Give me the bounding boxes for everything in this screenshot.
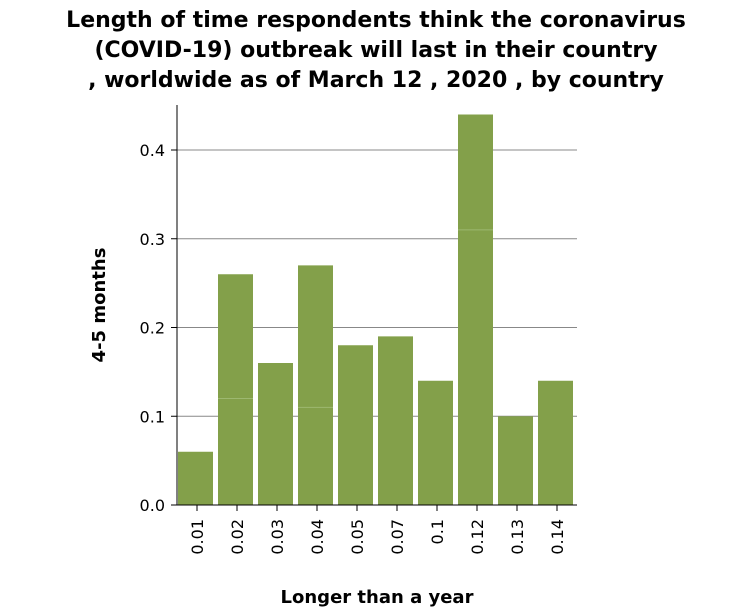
bar-0.05-segment-1 bbox=[338, 345, 373, 505]
y-tick-label: 0.3 bbox=[140, 230, 165, 249]
x-tick-labels: 0.01 0.02 0.03 0.04 0.05 0.07 0.1 0.12 0.13 0.14 bbox=[188, 505, 567, 555]
chart-title: Length of time respondents think the cor… bbox=[0, 6, 752, 96]
y-tick-label: 0.4 bbox=[140, 141, 165, 160]
bar-0.12-segment-1 bbox=[458, 229, 493, 505]
x-tick-label: 0.05 bbox=[348, 519, 367, 555]
y-tick-label: 0.2 bbox=[140, 319, 165, 338]
bar-0.01-segment-1 bbox=[178, 451, 213, 505]
bar-0.04-segment-2 bbox=[298, 265, 333, 408]
x-tick-label: 0.14 bbox=[548, 519, 567, 555]
x-tick-label: 0.01 bbox=[188, 519, 207, 555]
bar-0.1-segment-1 bbox=[418, 380, 453, 505]
chart-title-line-2: (COVID-19) outbreak will last in their c… bbox=[94, 38, 658, 63]
x-axis-title: Longer than a year bbox=[281, 587, 474, 608]
bar-0.02-segment-2 bbox=[218, 274, 253, 399]
x-tick-label: 0.1 bbox=[428, 519, 447, 544]
y-tick-label: 0.1 bbox=[140, 407, 165, 426]
bar-0.13-segment-1 bbox=[498, 416, 533, 505]
bar-0.04-segment-1 bbox=[298, 407, 333, 505]
bar-0.02-segment-1 bbox=[218, 398, 253, 505]
bar-0.14-segment-1 bbox=[538, 380, 573, 505]
bars bbox=[178, 114, 573, 505]
x-tick-label: 0.04 bbox=[308, 519, 327, 555]
x-tick-label: 0.03 bbox=[268, 519, 287, 555]
bar-0.12-segment-2 bbox=[458, 114, 493, 230]
bar-0.07-segment-1 bbox=[378, 336, 413, 505]
x-tick-label: 0.12 bbox=[468, 519, 487, 555]
chart-title-line-1: Length of time respondents think the cor… bbox=[66, 8, 686, 33]
chart-title-line-3: , worldwide as of March 12 , 2020 , by c… bbox=[88, 68, 664, 93]
y-axis-title: 4-5 months bbox=[89, 248, 110, 363]
y-tick-labels: 0.0 0.1 0.2 0.3 0.4 bbox=[140, 141, 177, 515]
axes bbox=[176, 105, 577, 506]
x-tick-label: 0.07 bbox=[388, 519, 407, 555]
bar-0.03-segment-1 bbox=[258, 363, 293, 505]
y-tick-label: 0.0 bbox=[140, 496, 165, 515]
x-tick-label: 0.02 bbox=[228, 519, 247, 555]
x-tick-label: 0.13 bbox=[508, 519, 527, 555]
